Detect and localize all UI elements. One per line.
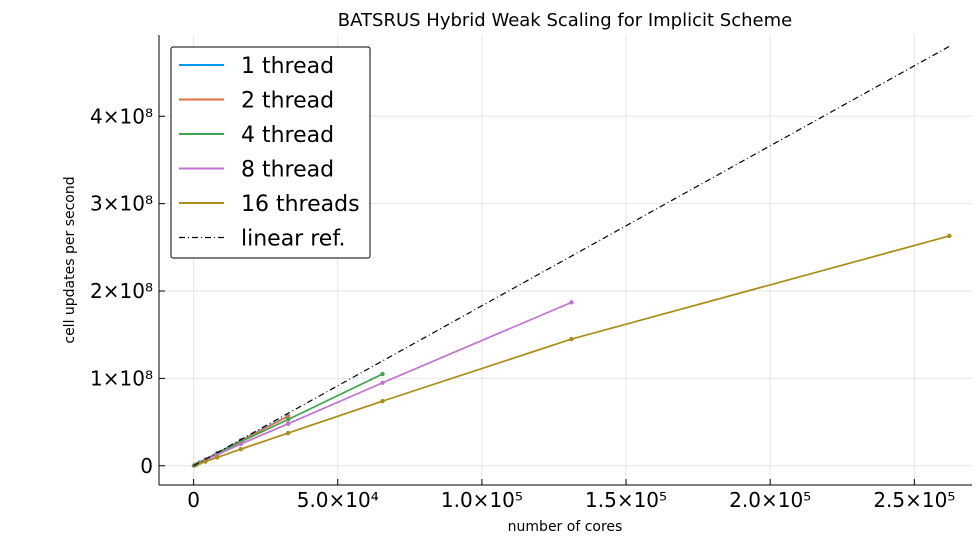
data-point <box>238 446 244 452</box>
data-point <box>215 455 220 460</box>
x-tick-label: 1.0×10⁵ <box>441 488 523 512</box>
data-point <box>380 398 385 404</box>
chart-title: BATSRUS Hybrid Weak Scaling for Implicit… <box>338 10 792 31</box>
legend-label: 8 thread <box>241 158 334 183</box>
y-tick-label: 2×10⁸ <box>90 279 153 303</box>
y-ticks: 0 1×10⁸ 2×10⁸ 3×10⁸ 4×10⁸ <box>90 104 165 478</box>
data-point <box>569 300 574 305</box>
data-point <box>380 371 385 377</box>
legend-label: 4 thread <box>241 123 334 148</box>
x-tick-label: 1.5×10⁵ <box>585 488 667 512</box>
series-linear-ref- <box>193 45 950 467</box>
y-tick-label: 0 <box>140 454 153 478</box>
data-point <box>238 441 244 447</box>
data-point <box>285 430 291 436</box>
y-tick-label: 3×10⁸ <box>90 192 153 216</box>
legend-label: linear ref. <box>241 227 345 252</box>
x-ticks: 0 5.0×10⁴ 1.0×10⁵ 1.5×10⁵ 2.0×10⁵ 2.5×10⁵ <box>187 479 955 512</box>
legend-label: 16 threads <box>241 192 360 217</box>
data-point <box>203 459 208 464</box>
y-tick-label: 4×10⁸ <box>90 104 153 128</box>
legend-label: 1 thread <box>241 54 334 79</box>
x-tick-label: 2.5×10⁵ <box>873 488 955 512</box>
x-tick-label: 5.0×10⁴ <box>297 488 379 512</box>
series-line <box>193 45 950 467</box>
data-point <box>380 380 385 385</box>
y-tick-label: 1×10⁸ <box>90 366 153 390</box>
series-16-threads <box>194 233 952 467</box>
data-point <box>285 421 291 427</box>
series-line <box>196 235 950 466</box>
data-point <box>947 233 952 239</box>
legend: 1 thread 2 thread 4 thread 8 thread 16 threa… <box>170 46 371 259</box>
data-point <box>569 336 574 342</box>
x-tick-label: 2.0×10⁵ <box>729 488 811 512</box>
data-point <box>285 417 291 422</box>
x-tick-label: 0 <box>187 488 200 512</box>
y-axis-label: cell updates per second <box>62 176 78 343</box>
series-group <box>191 45 952 468</box>
data-point <box>285 414 291 419</box>
x-axis-label: number of cores <box>508 519 623 535</box>
legend-label: 2 thread <box>241 89 334 114</box>
series-8-thread <box>194 300 574 467</box>
axes <box>158 35 972 486</box>
